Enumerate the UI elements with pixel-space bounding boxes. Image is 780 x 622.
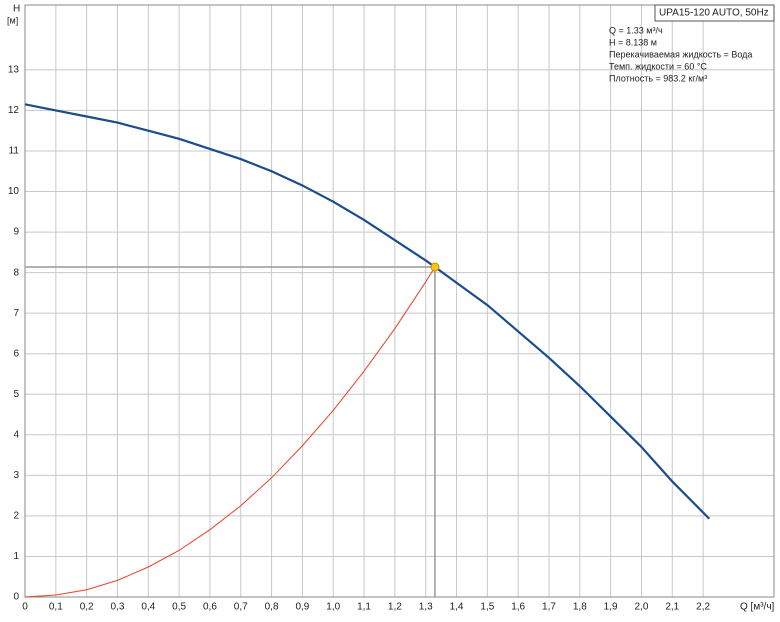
operating-point	[430, 262, 440, 272]
y-tick-label: 2	[13, 511, 19, 522]
y-tick-label: 9	[13, 227, 19, 238]
y-tick-label: 8	[13, 267, 19, 278]
x-tick-label: 0,5	[172, 602, 186, 613]
plot-frame	[24, 4, 775, 598]
y-axis-unit: [м]	[7, 15, 18, 25]
y-tick-label: 7	[13, 308, 19, 319]
x-tick-label: 2,0	[635, 602, 649, 613]
y-tick-label: 3	[13, 470, 19, 481]
x-tick-label: 1,8	[573, 602, 587, 613]
curve	[24, 103, 711, 520]
x-axis-label: Q [м³/ч]	[740, 602, 775, 613]
x-tick-label: 1,6	[511, 602, 525, 613]
x-tick-label: 1,4	[450, 602, 464, 613]
y-tick-label: 10	[8, 186, 20, 197]
y-tick-label: 4	[13, 429, 19, 440]
x-tick-label: 0	[22, 602, 28, 613]
y-tick-label: 1	[13, 551, 19, 562]
x-tick-label: 0,1	[49, 602, 63, 613]
curve	[24, 266, 436, 598]
title-box	[654, 4, 775, 22]
y-tick-label: 12	[8, 105, 20, 116]
x-tick-label: 2,2	[696, 602, 710, 613]
info-line: Q = 1.33 м³/ч	[609, 25, 663, 35]
info-line: H = 8.138 м	[609, 37, 657, 47]
info-line: Плотность = 983.2 кг/м³	[609, 73, 707, 83]
x-tick-label: 0,8	[265, 602, 279, 613]
y-tick-label: 13	[8, 65, 20, 76]
x-tick-label: 0,4	[141, 602, 155, 613]
x-tick-label: 1,2	[388, 602, 402, 613]
x-tick-label: 1,7	[542, 602, 556, 613]
x-tick-label: 0,7	[234, 602, 248, 613]
x-tick-label: 0,2	[80, 602, 94, 613]
y-tick-label: 5	[13, 389, 19, 400]
x-tick-label: 2,1	[665, 602, 679, 613]
y-tick-label: 11	[9, 146, 20, 157]
info-line: Темп. жидкости = 60 °C	[609, 61, 707, 71]
x-tick-label: 1,1	[357, 602, 371, 613]
x-tick-label: 0,9	[295, 602, 309, 613]
x-tick-label: 1,9	[604, 602, 618, 613]
x-tick-label: 1,3	[419, 602, 433, 613]
info-line: Перекачиваемая жидкость = Вода	[609, 49, 752, 59]
x-tick-label: 1,5	[480, 602, 494, 613]
chart-title: UPA15-120 AUTO, 50Hz	[659, 8, 769, 19]
y-tick-label: 0	[13, 592, 19, 603]
x-tick-label: 0,6	[203, 602, 217, 613]
x-tick-label: 1,0	[326, 602, 340, 613]
y-tick-label: 6	[13, 348, 19, 359]
y-axis-label: H	[13, 4, 20, 15]
x-tick-label: 0,3	[111, 602, 125, 613]
